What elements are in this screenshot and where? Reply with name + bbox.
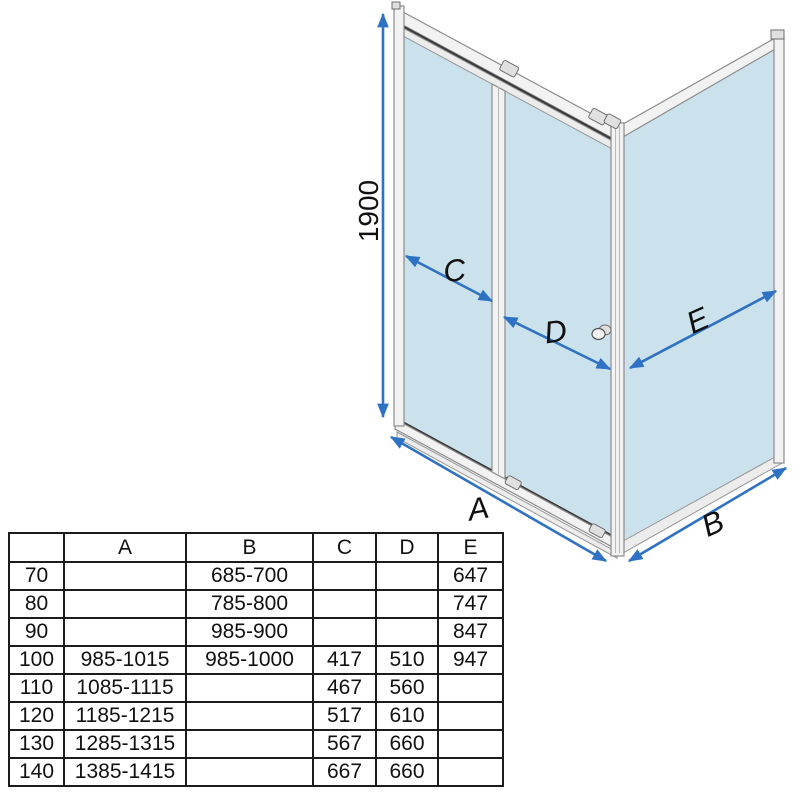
dimension-a-arrow (389, 435, 608, 563)
table-row: 90 985-900 847 (8, 617, 504, 647)
row-label: 130 (8, 729, 65, 759)
left-profile-cap (391, 1, 401, 10)
header-cell-e: E (437, 532, 504, 563)
table-row: 70 685-700 647 (8, 561, 504, 591)
dimension-d-arrow (502, 315, 612, 371)
top-track-dark-edge (402, 25, 617, 143)
cell-e (437, 673, 504, 703)
door-knob (591, 327, 606, 341)
cell-e: 747 (437, 589, 504, 619)
header-cell-a: A (63, 532, 187, 563)
cell-b (185, 673, 314, 703)
corner-post (610, 122, 625, 557)
cell-c: 517 (312, 701, 377, 731)
cell-b: 685-700 (185, 561, 314, 591)
row-label: 110 (8, 673, 65, 703)
row-label: 100 (8, 645, 65, 675)
dimension-label-b: B (696, 503, 729, 543)
right-profile-cap (770, 29, 785, 40)
dimensions-table: A B C D E 70 685-700 647 80 785-800 (8, 532, 504, 787)
cell-c: 467 (312, 673, 377, 703)
cell-a: 1185-1215 (63, 701, 187, 731)
corner-post-cap (603, 113, 622, 129)
cell-d: 510 (375, 645, 439, 675)
table-row: 120 1185-1215 517 610 (8, 701, 504, 731)
table-row: 100 985-1015 985-1000 417 510 947 (8, 645, 504, 675)
right-wall-profile (773, 35, 785, 464)
dimension-b-arrow (627, 466, 788, 563)
cell-e (437, 757, 504, 787)
cell-b: 985-900 (185, 617, 314, 647)
cell-d: 610 (375, 701, 439, 731)
left-wall-profile (393, 5, 405, 427)
row-label: 80 (8, 589, 65, 619)
cell-c: 667 (312, 757, 377, 787)
cell-b (185, 757, 314, 787)
cell-e: 947 (437, 645, 504, 675)
cell-e (437, 701, 504, 731)
header-cell-d: D (375, 532, 439, 563)
cell-d: 560 (375, 673, 439, 703)
row-label: 140 (8, 757, 65, 787)
cell-a: 1385-1415 (63, 757, 187, 787)
cell-e: 647 (437, 561, 504, 591)
table-row: 80 785-800 747 (8, 589, 504, 619)
cell-d (375, 589, 439, 619)
cell-a: 985-1015 (63, 645, 187, 675)
cell-d: 660 (375, 757, 439, 787)
row-label: 70 (8, 561, 65, 591)
shower-enclosure-diagram: 1900 C D E A B (353, 1, 788, 563)
cell-a: 1285-1315 (63, 729, 187, 759)
cell-d (375, 617, 439, 647)
table-row: 110 1085-1115 467 560 (8, 673, 504, 703)
header-cell-c: C (312, 532, 377, 563)
table-row: 140 1385-1415 667 660 (8, 757, 504, 787)
row-label: 90 (8, 617, 65, 647)
cell-d: 660 (375, 729, 439, 759)
cell-b (185, 701, 314, 731)
dimension-label-c: C (441, 252, 469, 290)
cell-c (312, 617, 377, 647)
header-cell-blank (8, 532, 65, 563)
cell-a (63, 561, 187, 591)
row-label: 120 (8, 701, 65, 731)
cell-e: 847 (437, 617, 504, 647)
cell-a: 1085-1115 (63, 673, 187, 703)
table-row: 130 1285-1315 567 660 (8, 729, 504, 759)
cell-a (63, 617, 187, 647)
dimension-label-d: D (542, 313, 569, 351)
roller-bracket-1 (499, 60, 520, 78)
header-cell-b: B (185, 532, 314, 563)
height-dimension-label: 1900 (353, 180, 384, 242)
dimension-e-arrow (628, 289, 778, 370)
cell-c (312, 589, 377, 619)
cell-b: 985-1000 (185, 645, 314, 675)
dimension-label-a: A (463, 490, 491, 528)
cell-c: 567 (312, 729, 377, 759)
cell-c (312, 561, 377, 591)
cell-e (437, 729, 504, 759)
dimension-c-arrow (404, 254, 494, 303)
cell-b: 785-800 (185, 589, 314, 619)
cell-d (375, 561, 439, 591)
cell-a (63, 589, 187, 619)
cell-c: 417 (312, 645, 377, 675)
cell-b (185, 729, 314, 759)
table-header-row: A B C D E (8, 532, 504, 563)
